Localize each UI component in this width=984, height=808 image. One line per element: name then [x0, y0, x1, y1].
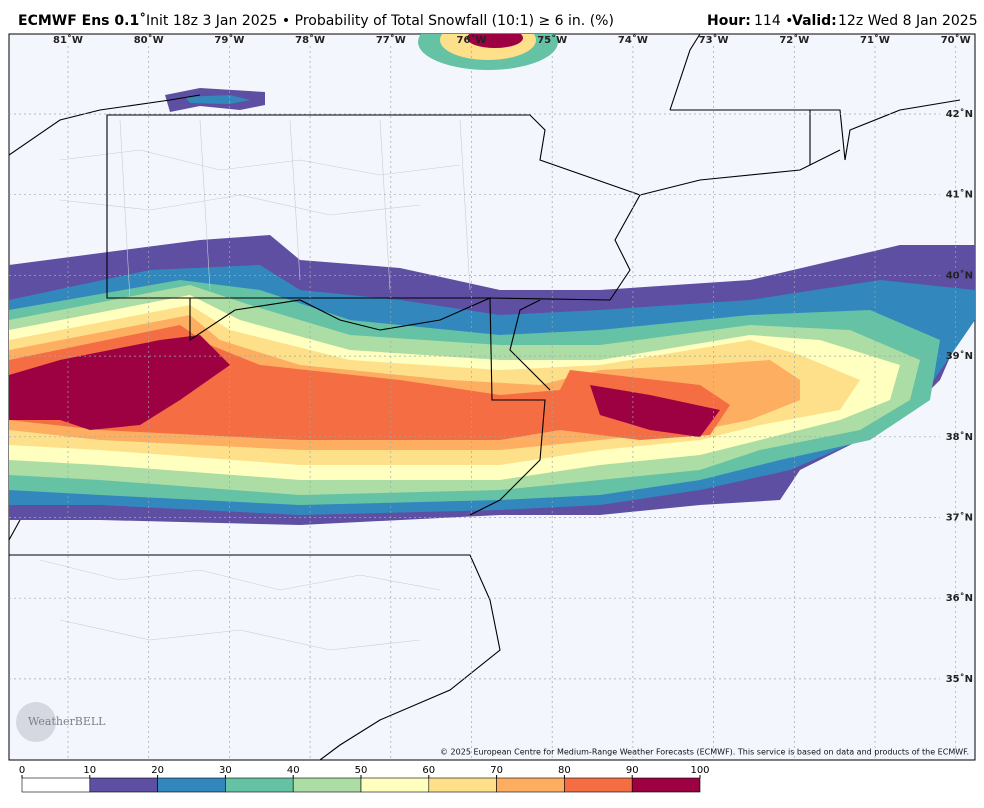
longitude-label: 76˚W	[457, 34, 487, 46]
latitude-label: 39˚N	[946, 350, 973, 362]
probability-contour	[185, 95, 250, 104]
longitude-label: 74˚W	[618, 34, 648, 46]
colorbar-label: 50	[355, 765, 368, 776]
probability-contour	[9, 335, 230, 430]
colorbar-segment	[631, 777, 701, 793]
graticule	[9, 46, 957, 760]
latitude-label: 38˚N	[946, 431, 973, 443]
longitude-label: 70˚W	[941, 34, 971, 46]
colorbar: 0 10 20 30 40 50 60 70 80 90 100	[19, 765, 710, 793]
hour-value: 114 •	[754, 13, 793, 29]
longitude-label: 80˚W	[134, 34, 164, 46]
colorbar-label: 70	[490, 765, 503, 776]
latitude-label: 42˚N	[946, 108, 973, 120]
probability-contour	[590, 385, 720, 437]
colorbar-label: 30	[219, 765, 232, 776]
colorbar-segment	[428, 777, 497, 793]
colorbar-segment	[292, 777, 362, 793]
logo-text: WeatherBELL	[28, 715, 106, 728]
longitude-label: 75˚W	[537, 34, 567, 46]
description: Init 18z 3 Jan 2025 • Probability of Tot…	[146, 13, 614, 29]
boundaries	[9, 34, 961, 760]
longitude-label: 81˚W	[53, 34, 83, 46]
colorbar-segment	[225, 777, 294, 793]
colorbar-label: 100	[690, 765, 709, 776]
longitude-label: 72˚W	[779, 34, 809, 46]
latitude-label: 37˚N	[946, 512, 973, 524]
colorbar-segment	[89, 777, 158, 793]
latitude-label: 35˚N	[946, 673, 973, 685]
longitude-label: 71˚W	[860, 34, 890, 46]
coordinate-labels: 81˚W 80˚W 79˚W 78˚W 77˚W 76˚W 75˚W 74˚W 73˚W 72˚W…	[53, 34, 973, 685]
colorbar-label: 40	[287, 765, 300, 776]
latitude-label: 41˚N	[946, 189, 973, 201]
latitude-label: 40˚N	[946, 269, 973, 281]
colorbar-label: 90	[626, 765, 639, 776]
credit: © 2025 European Centre for Medium-Range …	[440, 748, 969, 757]
colorbar-segment	[21, 777, 91, 793]
longitude-label: 79˚W	[214, 34, 244, 46]
model-name: ECMWF Ens 0.1˚	[18, 12, 146, 29]
colorbar-segment	[360, 777, 430, 793]
valid-value: 12z Wed 8 Jan 2025	[838, 13, 978, 29]
colorbar-label: 10	[83, 765, 96, 776]
valid-label: Valid:	[792, 13, 837, 29]
colorbar-label: 20	[151, 765, 164, 776]
hour-label: Hour:	[707, 13, 751, 29]
longitude-label: 78˚W	[295, 34, 325, 46]
longitude-label: 73˚W	[699, 34, 729, 46]
colorbar-segment	[564, 777, 633, 793]
logo: WeatherBELL	[16, 702, 106, 742]
latitude-label: 36˚N	[946, 592, 973, 604]
colorbar-label: 80	[558, 765, 571, 776]
colorbar-segment	[157, 777, 226, 793]
colorbar-label: 60	[422, 765, 435, 776]
colorbar-segment	[496, 777, 565, 793]
longitude-label: 77˚W	[376, 34, 406, 46]
colorbar-label: 0	[19, 765, 25, 776]
probability-contour	[467, 34, 523, 48]
